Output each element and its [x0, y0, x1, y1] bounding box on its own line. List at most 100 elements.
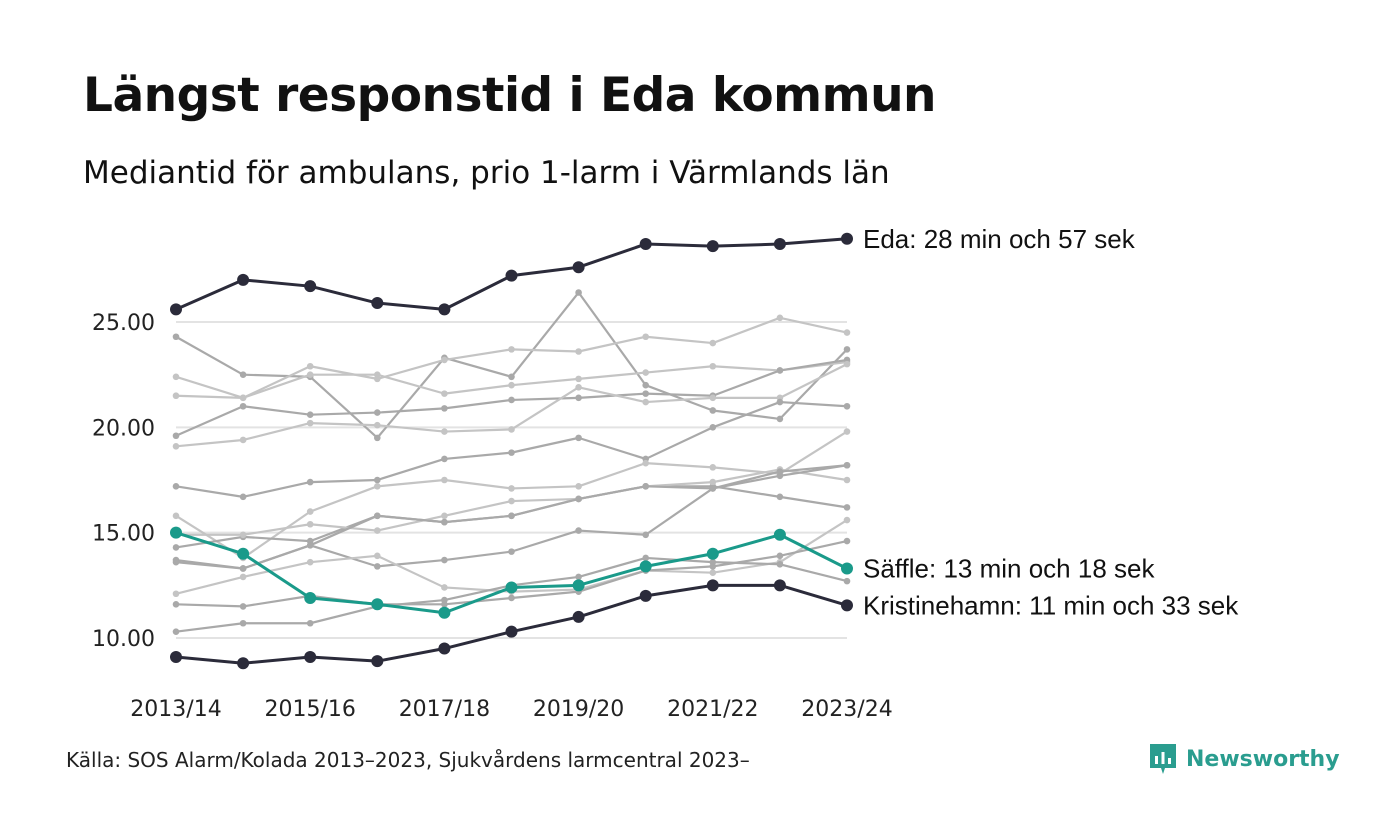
data-point [170, 650, 182, 663]
data-point [374, 434, 381, 442]
data-point [239, 531, 247, 539]
data-point [642, 531, 649, 539]
data-point [841, 232, 853, 245]
data-point [441, 518, 448, 526]
background-series-line [172, 461, 851, 572]
data-point [575, 375, 582, 383]
y-tick-label: 20.00 [92, 416, 155, 441]
data-point [239, 619, 247, 627]
data-point [709, 424, 717, 431]
y-tick-label: 10.00 [92, 627, 155, 652]
data-point [306, 508, 314, 515]
data-point [642, 483, 649, 490]
data-point [508, 485, 515, 492]
data-point [172, 392, 180, 400]
data-point [776, 367, 784, 374]
data-point [374, 512, 381, 520]
data-point [441, 596, 448, 604]
data-point [709, 464, 717, 471]
data-point [773, 528, 786, 541]
x-tick-label: 2013/14 [130, 697, 221, 722]
background-series [172, 289, 851, 635]
data-point [172, 483, 180, 490]
x-tick-label: 2015/16 [264, 697, 355, 722]
x-axis: 2013/14 2015/16 2017/18 2019/20 2021/22 2023/… [130, 697, 892, 722]
data-point [438, 642, 451, 655]
data-point [843, 428, 851, 435]
data-point [438, 303, 451, 316]
series-line [175, 291, 848, 439]
data-point [441, 455, 448, 463]
data-point [642, 333, 649, 341]
data-point [776, 472, 784, 480]
data-point [843, 346, 851, 353]
data-point [709, 394, 717, 402]
data-point [239, 402, 247, 410]
background-series-line [172, 466, 851, 539]
data-point [441, 405, 448, 412]
data-point [441, 512, 448, 520]
data-point [172, 432, 180, 440]
data-point [374, 552, 381, 560]
data-point [776, 560, 784, 568]
y-tick-label: 25.00 [92, 311, 155, 336]
highlighted-series [170, 232, 853, 670]
data-point [505, 625, 518, 638]
data-point [371, 598, 384, 611]
series-label: Säffle: 13 min och 18 sek [863, 553, 1155, 583]
data-point [642, 381, 649, 389]
data-point [843, 329, 851, 336]
background-series-line [172, 428, 851, 562]
data-point [306, 558, 314, 566]
chart-subtitle: Mediantid för ambulans, prio 1-larm i Vä… [83, 155, 890, 191]
data-point [508, 512, 515, 520]
data-point [441, 476, 448, 484]
data-point [709, 362, 717, 370]
data-point [843, 476, 851, 484]
data-point [306, 411, 314, 418]
data-point [172, 333, 180, 341]
data-point [776, 415, 784, 423]
data-point [776, 314, 784, 322]
data-point [306, 619, 314, 627]
data-point [306, 478, 314, 486]
data-point [843, 504, 851, 511]
data-point [843, 577, 851, 585]
series-labels: Eda: 28 min och 57 sek Säffle: 13 min och… [863, 224, 1239, 621]
series-label: Eda: 28 min och 57 sek [863, 224, 1136, 254]
x-tick-label: 2017/18 [399, 697, 490, 722]
data-point [172, 373, 180, 381]
data-point [642, 554, 649, 562]
data-point [306, 362, 314, 370]
data-point [575, 348, 582, 355]
data-point [306, 371, 314, 378]
data-point [843, 402, 851, 410]
data-point [172, 590, 180, 598]
data-point [304, 650, 317, 663]
data-point [572, 579, 585, 592]
data-point [441, 428, 448, 435]
data-point [239, 573, 247, 581]
data-point [374, 421, 381, 429]
data-point [508, 548, 515, 555]
data-point [505, 581, 518, 594]
data-point [374, 371, 381, 378]
data-point [642, 390, 649, 397]
data-point [706, 547, 719, 560]
data-point [172, 558, 180, 566]
data-point [505, 269, 518, 282]
data-point [306, 520, 314, 528]
data-point [304, 280, 317, 293]
background-series-line [172, 314, 851, 402]
series-kristinehamn [170, 579, 853, 670]
data-point [172, 442, 180, 450]
data-point [374, 476, 381, 484]
data-point [841, 599, 853, 612]
data-point [575, 483, 582, 490]
data-point [642, 398, 649, 406]
data-point [172, 600, 180, 608]
data-point [843, 516, 851, 524]
data-point [575, 434, 582, 442]
data-point [239, 603, 247, 610]
source-note: Källa: SOS Alarm/Kolada 2013–2023, Sjukv… [66, 748, 750, 772]
